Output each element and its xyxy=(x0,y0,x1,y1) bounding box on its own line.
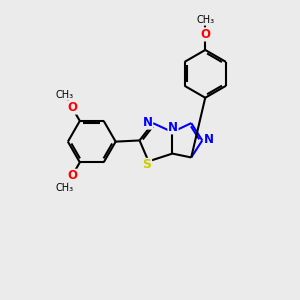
Text: CH₃: CH₃ xyxy=(196,15,214,25)
Text: O: O xyxy=(200,28,210,41)
Text: O: O xyxy=(67,101,77,114)
Text: O: O xyxy=(67,169,77,182)
Text: CH₃: CH₃ xyxy=(56,183,74,193)
Text: N: N xyxy=(168,121,178,134)
Text: S: S xyxy=(142,158,152,171)
Text: N: N xyxy=(204,133,214,146)
Text: N: N xyxy=(142,116,153,129)
Text: CH₃: CH₃ xyxy=(56,90,74,100)
